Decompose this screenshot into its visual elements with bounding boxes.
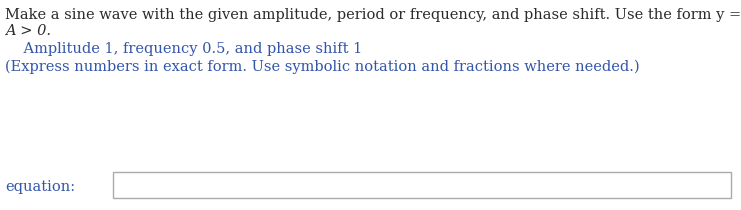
Text: (Express numbers in exact form. Use symbolic notation and fractions where needed: (Express numbers in exact form. Use symb… <box>5 60 639 74</box>
Text: equation:: equation: <box>5 180 75 194</box>
FancyBboxPatch shape <box>113 172 731 198</box>
Text: Make a sine wave with the given amplitude, period or frequency, and phase shift.: Make a sine wave with the given amplitud… <box>5 8 741 22</box>
Text: A > 0.: A > 0. <box>5 24 51 38</box>
Text: Amplitude 1, frequency 0.5, and phase shift 1: Amplitude 1, frequency 0.5, and phase sh… <box>5 42 362 56</box>
